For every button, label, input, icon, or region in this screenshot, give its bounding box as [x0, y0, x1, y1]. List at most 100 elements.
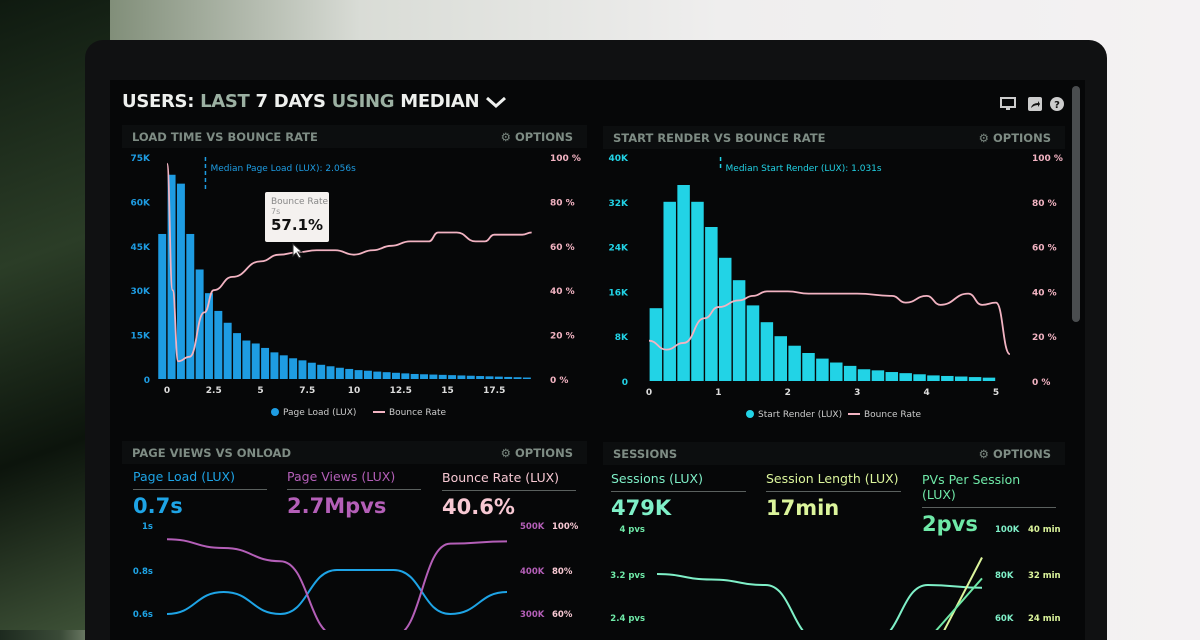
- y-tick-right: 80%: [552, 567, 573, 577]
- bar: [843, 365, 857, 381]
- y-tick-left: 8K: [615, 333, 629, 343]
- y-tick-left: 40K: [609, 154, 630, 164]
- bar: [363, 370, 372, 379]
- bar: [345, 368, 354, 379]
- series-line: [943, 557, 983, 630]
- y-tick-left: 16K: [609, 288, 630, 298]
- y-tick-left: 75K: [131, 154, 152, 164]
- legend-marker: [271, 408, 279, 416]
- metric-pvs-per-session: PVs Per Session (LUX) 2pvs: [922, 472, 1056, 536]
- y-tick-right: 80K: [995, 571, 1014, 581]
- page-views-panel-header: PAGE VIEWS VS ONLOAD ⚙ OPTIONS: [122, 441, 587, 464]
- y-tick-right: 100 %: [550, 154, 581, 164]
- panel-title: LOAD TIME VS BOUNCE RATE: [132, 130, 318, 144]
- load-time-panel-header: LOAD TIME VS BOUNCE RATE ⚙ OPTIONS: [122, 125, 587, 148]
- bar: [186, 233, 195, 379]
- y-tick-right: 32 min: [1028, 571, 1061, 581]
- median-annotation: Median Start Render (LUX): 1.031s: [726, 164, 882, 174]
- bar: [982, 377, 996, 381]
- bar: [242, 340, 251, 379]
- bar: [732, 280, 746, 381]
- y-tick-right: 24 min: [1028, 614, 1061, 624]
- options-button[interactable]: ⚙ OPTIONS: [978, 131, 1051, 145]
- bar: [307, 362, 316, 379]
- tooltip-x: 7s: [271, 207, 281, 216]
- gear-icon: ⚙: [500, 446, 511, 460]
- y-tick-left: 45K: [131, 243, 152, 253]
- y-tick-left: 30K: [131, 287, 152, 297]
- title-range: 7 DAYS: [255, 91, 326, 112]
- options-button[interactable]: ⚙ OPTIONS: [978, 447, 1051, 461]
- legend-label: Start Render (LUX): [758, 410, 842, 420]
- y-tick-right: 40 %: [550, 287, 575, 297]
- y-tick-right: 60 %: [1032, 244, 1057, 254]
- bar: [466, 375, 475, 379]
- bar: [816, 358, 829, 381]
- chevron-down-icon[interactable]: [485, 95, 507, 109]
- x-tick: 0: [646, 388, 652, 398]
- start-render-panel-header: START RENDER VS BOUNCE RATE ⚙ OPTIONS: [603, 126, 1065, 149]
- y-tick-right: 400K: [520, 567, 545, 577]
- y-tick-right: 40 %: [1032, 288, 1057, 298]
- x-tick: 15: [441, 386, 454, 396]
- y-tick-left: 15K: [131, 332, 152, 342]
- options-button[interactable]: ⚙ OPTIONS: [500, 130, 573, 144]
- y-tick-right: 60K: [995, 614, 1014, 624]
- start-render-chart: 0 8K 16K 24K 32K 40K 0 % 20 % 40 % 60 % 80 % 100 % 0…: [609, 154, 1063, 420]
- gear-icon: ⚙: [978, 131, 989, 145]
- bar: [513, 377, 522, 379]
- bar: [522, 377, 531, 379]
- bar: [289, 358, 298, 379]
- bar: [719, 257, 732, 381]
- bar: [954, 376, 968, 381]
- y-tick-left: 60K: [131, 198, 152, 208]
- monitor-icon[interactable]: [1000, 97, 1016, 111]
- title-users: USERS:: [122, 91, 195, 112]
- median-annotation: Median Page Load (LUX): 2.056s: [210, 164, 356, 174]
- bar: [663, 201, 676, 381]
- metric-bounce-rate: Bounce Rate (LUX) 40.6%: [442, 470, 576, 519]
- y-tick-right: 20 %: [550, 332, 575, 342]
- title-using: USING: [331, 91, 395, 112]
- y-tick-right: 100K: [995, 525, 1020, 535]
- tooltip-value: 57.1%: [271, 216, 324, 234]
- page-views-chart: 1s 0.8s 0.6s 500K 400K 300K 100% 80% 60%: [133, 522, 579, 630]
- y-tick-right: 0 %: [1032, 378, 1050, 388]
- bar: [941, 375, 954, 381]
- scrollbar[interactable]: [1072, 86, 1080, 322]
- y-tick-right: 500K: [520, 522, 545, 532]
- bar: [158, 233, 167, 379]
- metric-page-load: Page Load (LUX) 0.7s: [133, 469, 267, 518]
- y-tick-right: 40 min: [1028, 525, 1061, 535]
- y-tick-right: 100%: [552, 522, 579, 532]
- y-tick-right: 80 %: [1032, 199, 1057, 209]
- title-last: LAST: [200, 91, 250, 112]
- bar: [392, 372, 400, 379]
- svg-text:?: ?: [1054, 100, 1060, 111]
- metric-sessions: Sessions (LUX) 479K: [611, 471, 746, 520]
- bar: [233, 333, 241, 379]
- bar: [871, 370, 885, 381]
- help-icon[interactable]: ?: [1049, 97, 1065, 111]
- bar: [420, 374, 428, 379]
- legend-label: Bounce Rate: [864, 410, 922, 420]
- legend-label: Page Load (LUX): [283, 408, 356, 418]
- bar: [251, 343, 260, 379]
- bar: [476, 376, 485, 379]
- bar: [802, 353, 815, 381]
- bar: [927, 375, 940, 381]
- bar: [830, 362, 843, 381]
- share-icon[interactable]: [1027, 97, 1043, 111]
- y-tick-left: 24K: [609, 244, 630, 254]
- options-button[interactable]: ⚙ OPTIONS: [500, 446, 573, 460]
- y-tick-left: 0: [622, 378, 628, 388]
- y-tick-left: 0.8s: [133, 567, 153, 577]
- series-line: [166, 538, 508, 630]
- x-tick: 10: [348, 386, 361, 396]
- x-tick: 2: [785, 388, 791, 398]
- bar: [913, 374, 926, 381]
- y-tick-left: 3.2 pvs: [610, 571, 645, 581]
- bar: [494, 376, 503, 379]
- dashboard-title[interactable]: USERS: LAST 7 DAYS USING MEDIAN: [122, 91, 507, 112]
- bounce-rate-line: [648, 290, 1011, 356]
